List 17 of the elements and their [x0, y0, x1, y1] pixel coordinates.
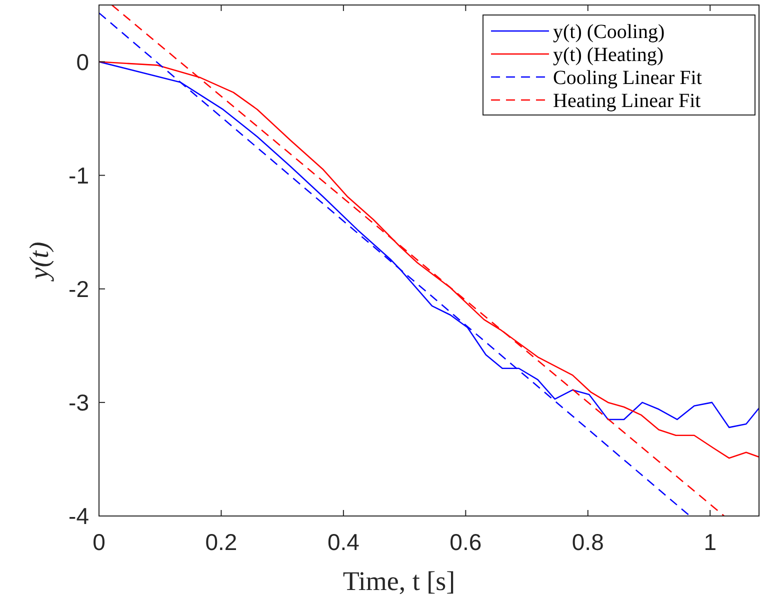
x-tick-label: 0.4 [327, 529, 360, 555]
x-tick-label: 0.6 [450, 529, 482, 555]
x-axis-title: Time, t [s] [342, 566, 456, 596]
y-tick-label: -2 [68, 276, 89, 302]
y-tick-label: -1 [68, 162, 89, 188]
y-tick-label: -4 [68, 503, 90, 529]
x-tick-label: 0.8 [572, 529, 604, 555]
x-tick-label: 0.2 [205, 529, 238, 555]
y-tick-label: 0 [76, 48, 89, 75]
legend-label: y(t) (Heating) [553, 44, 664, 66]
legend-label: y(t) (Cooling) [553, 21, 665, 43]
y-tick-label: -3 [68, 389, 89, 416]
y-axis-title: y(t) [24, 242, 54, 282]
x-tick-label: 0 [92, 529, 106, 555]
legend-label: Cooling Linear Fit [553, 67, 702, 89]
legend-label: Heating Linear Fit [553, 90, 702, 112]
x-tick-label: 1 [704, 529, 717, 555]
